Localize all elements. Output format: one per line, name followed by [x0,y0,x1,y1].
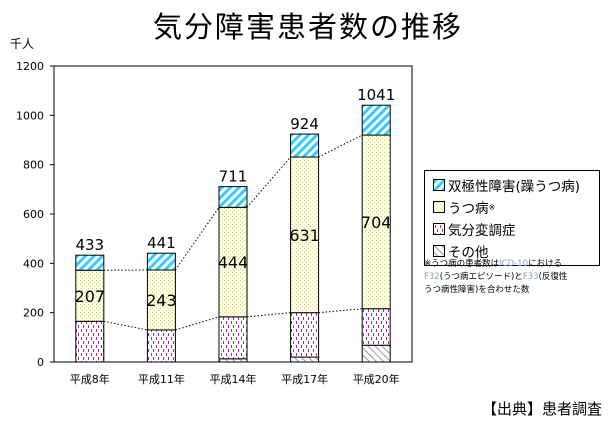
bar-segment-other [361,344,391,363]
x-tick-label: 平成8年 [70,372,110,386]
y-axis-label: 千人 [10,37,34,51]
bar-segment-depression [218,206,248,318]
data-label-depression: 631 [289,226,320,245]
y-tick-label: 800 [23,159,44,172]
footnote-text: ※うつ病の患者数は [424,259,500,269]
bar-segment-depression [290,156,320,314]
bar-segment-dysthymia [146,329,176,363]
y-tick-label: 600 [23,208,44,221]
series-connector-line [318,308,363,314]
footnote-icd: ICD-10 [499,259,528,269]
legend-swatch-bipolar [433,179,445,191]
legend-swatch-depression [433,201,445,213]
legend-label-dysthymia: 気分変調症 [448,223,516,239]
legend-footnote-mark: ※ [488,202,496,212]
legend-swatch-other [433,245,445,257]
bar-segment-dysthymia [361,308,391,346]
x-tick-label: 平成17年 [281,372,328,386]
x-tick-label: 平成14年 [210,372,257,386]
bar-segment-depression [361,134,391,310]
legend: 双極性障害(躁うつ病) うつ病 ※ 気分変調症 その他 [424,170,600,266]
data-label-depression: 207 [75,287,106,306]
footnote-text: における [528,259,563,269]
bar-segment-bipolar [361,104,391,136]
legend-item-dysthymia: 気分変調症 [433,218,599,240]
series-connector-line [174,207,220,271]
y-tick-label: 400 [23,257,44,270]
legend-swatch-dysthymia [433,223,445,235]
footnote-f33: F33 [522,272,539,282]
series-connector-line [175,316,220,331]
bar-segment-dysthymia [290,312,320,358]
y-tick-label: 0 [37,356,44,369]
x-tick-label: 平成20年 [353,372,400,386]
bar-segment-other [290,356,320,363]
data-label-total: 441 [147,234,176,252]
bar-segment-bipolar [290,133,320,158]
bar-segment-dysthymia [218,316,248,360]
data-label-total: 924 [290,115,319,133]
series-connector-line [246,156,291,208]
legend-label-depression: うつ病 [448,201,489,217]
bar-segment-bipolar [146,252,176,271]
data-label-total: 711 [219,168,248,186]
footnote-text: (うつ病エピソード)と [439,272,523,282]
data-label-depression: 243 [146,291,177,310]
data-label-total: 1041 [357,86,395,104]
series-connector-line [103,320,148,331]
data-label-total: 433 [75,236,104,254]
source-citation: 【出典】患者調査 [481,400,602,418]
y-tick-label: 1200 [16,60,44,73]
legend-item-depression: うつ病 ※ [433,196,599,218]
data-label-depression: 704 [361,213,392,232]
data-label-depression: 444 [218,253,249,272]
footnote-text: うつ病性障害)を合わせた数 [424,285,530,295]
bar-segment-bipolar [75,254,105,271]
legend-label-bipolar: 双極性障害(躁うつ病) [448,179,581,195]
footnote-text: (反復性 [538,272,568,282]
y-tick-label: 200 [23,307,44,320]
series-connector-line [246,312,291,318]
bar-segment-depression [146,269,176,331]
bar-segment-bipolar [218,186,248,208]
footnote: ※うつ病の患者数はICD-10における F32(うつ病エピソード)とF33(反復… [424,258,614,297]
series-connector-line [318,134,363,158]
y-tick-label: 1000 [16,109,44,122]
chart-title: 気分障害患者数の推移 [152,10,463,44]
legend-label-other: その他 [448,245,489,261]
bar-segment-depression [75,269,105,322]
footnote-f32: F32 [424,272,440,282]
bar-segment-dysthymia [75,320,105,363]
x-tick-label: 平成11年 [138,372,185,386]
legend-item-other: その他 [433,240,599,262]
legend-item-bipolar: 双極性障害(躁うつ病) [433,174,599,196]
